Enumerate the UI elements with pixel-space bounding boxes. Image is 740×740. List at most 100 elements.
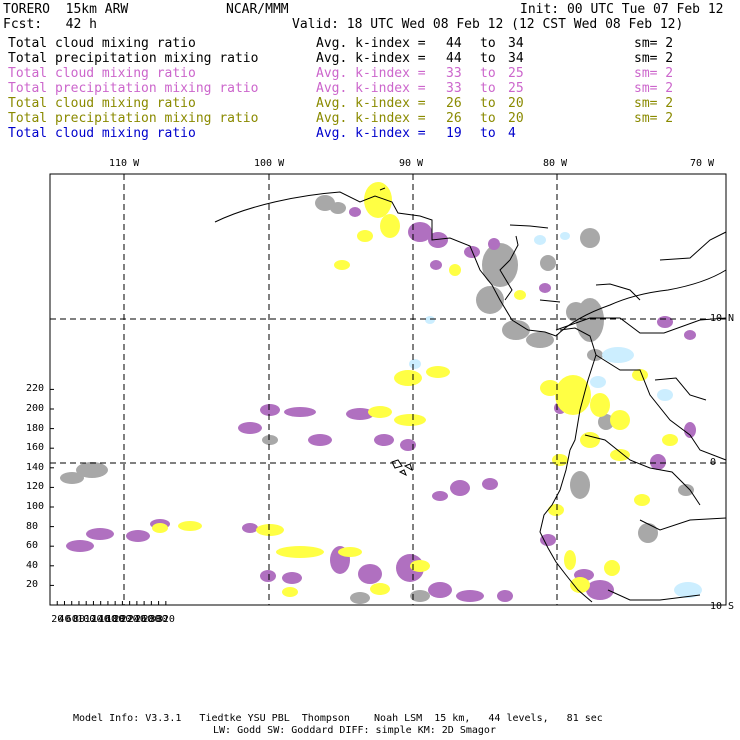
lon-label-100w: 100 W [254,158,285,169]
gray-field-area [678,484,694,496]
lightblue-field-area [590,376,606,388]
coastlines [214,187,727,603]
x-tick-label: 80 [72,614,85,625]
x-tick-label: 140 [91,614,110,625]
legend-kidx-label: Avg. k-index = [316,36,426,51]
yellow-field-area [364,182,392,218]
legend-kidx-label: Avg. k-index = [316,126,426,141]
lon-label-110w: 110 W [109,158,140,169]
yellow-field-area [410,560,430,572]
gray-field-area [315,195,335,211]
y-tick-label: 40 [26,559,39,571]
organization-label: NCAR/MMM [226,2,289,17]
yellow-field-area [540,380,560,396]
purple-field-area [684,330,696,340]
legend-from: 33 [446,81,462,96]
lat-label-0: 0 [710,457,717,468]
x-tick-label: 200 [113,614,132,625]
gray-field-area [76,462,108,478]
legend-to: 20 [508,96,524,111]
legend-to: 34 [508,36,524,51]
purple-field-area [242,523,258,533]
lat-label-10n: 10 N [710,313,735,324]
yellow-field-area [634,494,650,506]
model-info-line2: LW: Godd SW: Goddard DIFF: simple KM: 2D… [213,725,496,736]
gray-field-area [570,471,590,499]
legend-kidx-label: Avg. k-index = [316,66,426,81]
legend-from: 26 [446,111,462,126]
legend-to: 25 [508,81,524,96]
purple-field-area [308,434,332,446]
legend-to: 4 [508,126,516,141]
legend-to: 20 [508,111,524,126]
purple-field-area [66,540,94,552]
x-tick-label: 180 [106,614,125,625]
yellow-field-area [580,432,600,448]
lon-label-80w: 80 W [543,158,568,169]
legend-sm: sm= 2 [634,51,674,66]
legend-from: 19 [446,126,462,141]
legend-from: 44 [446,36,462,51]
yellow-field-area [282,587,298,597]
y-tick-label: 60 [26,540,39,552]
graticule [50,174,726,605]
yellow-field-area [178,521,202,531]
purple-field-area [657,316,673,328]
lightblue-field-area [534,235,546,245]
legend-sm: sm= 2 [634,96,674,111]
x-tick-label: 300 [149,614,168,625]
gray-field-area [330,202,346,214]
purple-field-area [432,491,448,501]
purple-field-area [349,207,361,217]
legend-kidx-label: Avg. k-index = [316,96,426,111]
x-tick-label: 220 [120,614,139,625]
purple-field-area [282,572,302,584]
yellow-field-area [632,369,648,381]
yellow-field-area [256,524,284,536]
legend-to-word: to [480,96,496,111]
yellow-field-area [555,375,591,415]
init-time: Init: 00 UTC Tue 07 Feb 12 [520,2,724,17]
purple-field-area [346,408,374,420]
legend-kidx-label: Avg. k-index = [316,51,426,66]
legend-to: 34 [508,51,524,66]
lightblue-field-area [657,389,673,401]
yellow-field-area [548,504,564,516]
legend-field: Total cloud mixing ratio [8,126,196,141]
legend-sm: sm= 2 [634,36,674,51]
x-tick-label: 40 [58,614,71,625]
purple-field-area [86,528,114,540]
x-tick-label: 20 [51,614,64,625]
purple-field-area [284,407,316,417]
purple-field-area [260,404,280,416]
yellow-field-area [368,406,392,418]
purple-field-area [374,434,394,446]
gray-field-area [502,320,530,340]
gray-field-area [350,592,370,604]
purple-field-area [684,422,696,438]
purple-field-area [408,222,432,242]
axis-ticks [50,388,167,605]
yellow-field-area [276,546,324,558]
yellow-field-area [449,264,461,276]
purple-field-area [497,590,513,602]
purple-field-area [650,454,666,470]
purple-field-area [358,564,382,584]
purple-field-area [428,232,448,248]
lat-label-10s: 10 S [710,601,735,612]
x-tick-label: 320 [156,614,175,625]
y-tick-label: 180 [26,422,45,434]
yellow-field-area [610,449,630,461]
y-tick-label: 200 [26,403,45,414]
purple-field-area [238,422,262,434]
purple-field-area [488,238,500,250]
legend-sm: sm= 2 [634,111,674,126]
gray-field-area [410,590,430,602]
x-tick-label: 260 [135,614,154,625]
gray-field-area [638,523,658,543]
legend-to-word: to [480,36,496,51]
legend-from: 26 [446,96,462,111]
purple-field-area [430,260,442,270]
purple-field-area [539,283,551,293]
legend-field: Total cloud mixing ratio [8,36,196,51]
